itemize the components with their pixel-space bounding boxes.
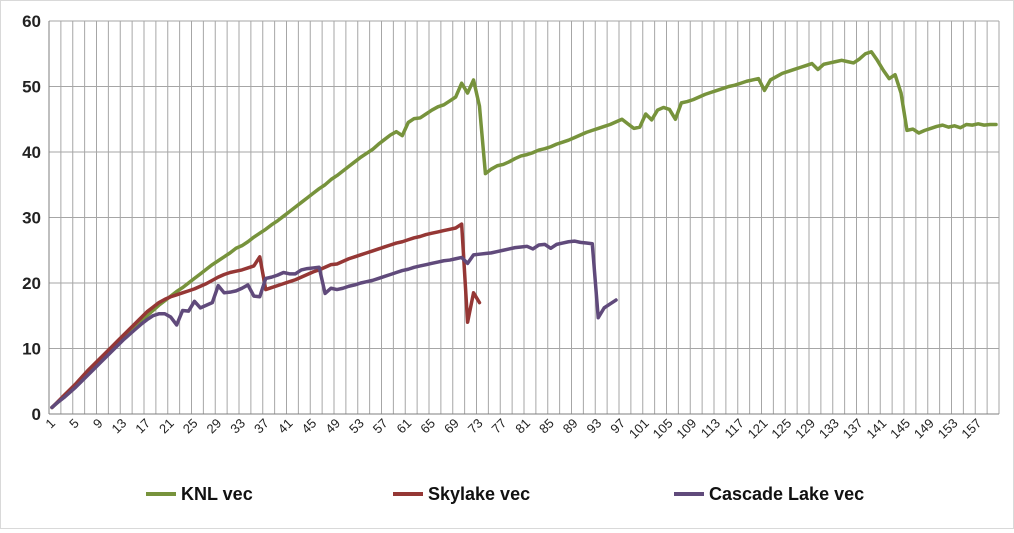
y-tick-label: 30	[22, 209, 41, 228]
x-tick-label: 69	[441, 416, 462, 437]
x-tick-label: 33	[227, 416, 248, 437]
x-tick-label: 29	[204, 416, 225, 437]
x-tick-label: 125	[768, 416, 794, 442]
x-tick-label: 65	[417, 416, 438, 437]
x-tick-label: 49	[322, 416, 343, 437]
x-tick-label: 5	[66, 416, 82, 432]
x-tick-label: 73	[465, 416, 486, 437]
x-tick-label: 129	[792, 416, 818, 442]
x-tick-label: 61	[394, 416, 415, 437]
x-tick-label: 101	[626, 416, 652, 442]
y-tick-label: 60	[22, 12, 41, 31]
y-tick-label: 20	[22, 274, 41, 293]
x-tick-label: 109	[673, 416, 699, 442]
y-tick-label: 10	[22, 340, 41, 359]
x-tick-label: 37	[251, 416, 272, 437]
series-line-knl-vec	[50, 50, 998, 410]
x-tick-label: 133	[816, 416, 842, 442]
series-lines	[50, 50, 998, 410]
y-tick-label: 40	[22, 143, 41, 162]
x-tick-label: 93	[584, 416, 605, 437]
series-line-cascade-lake-vec	[50, 239, 618, 410]
x-tick-label: 141	[863, 416, 889, 442]
x-tick-label: 149	[911, 416, 937, 442]
x-tick-label: 45	[299, 416, 320, 437]
x-tick-label: 9	[90, 416, 106, 432]
x-tick-label: 21	[156, 416, 177, 437]
x-tick-label: 41	[275, 416, 296, 437]
x-tick-label: 57	[370, 416, 391, 437]
x-tick-label: 13	[109, 416, 130, 437]
x-tick-label: 113	[698, 416, 723, 441]
x-tick-label: 121	[745, 416, 771, 442]
y-tick-label: 50	[22, 78, 41, 97]
x-tick-label: 89	[560, 416, 581, 437]
x-tick-label: 153	[935, 416, 961, 442]
x-tick-label: 105	[650, 416, 676, 442]
x-tick-label: 85	[536, 416, 557, 437]
x-tick-label: 17	[132, 416, 153, 437]
x-tick-label: 25	[180, 416, 201, 437]
x-tick-label: 53	[346, 416, 367, 437]
legend-label: Cascade Lake vec	[709, 484, 864, 504]
x-tick-label: 117	[722, 416, 747, 441]
y-tick-label: 0	[32, 405, 41, 424]
legend-label: Skylake vec	[428, 484, 530, 504]
x-tick-label: 97	[607, 416, 628, 437]
x-tick-label: 145	[887, 416, 913, 442]
legend-label: KNL vec	[181, 484, 253, 504]
x-tick-label: 1	[42, 416, 58, 432]
x-tick-label: 157	[958, 416, 984, 442]
grid-lines	[48, 20, 1000, 415]
axes: 0 10 20 30 40 50 60 1 5 9 13 17 21 25 29 33 37 41 45 49 53 57…	[22, 12, 999, 441]
legend: KNL vec Skylake vec Cascade Lake vec	[146, 484, 864, 504]
x-tick-label: 137	[840, 416, 866, 442]
series-line-skylake-vec	[50, 222, 482, 410]
x-tick-label: 77	[489, 416, 510, 437]
x-tick-label: 81	[512, 416, 533, 437]
